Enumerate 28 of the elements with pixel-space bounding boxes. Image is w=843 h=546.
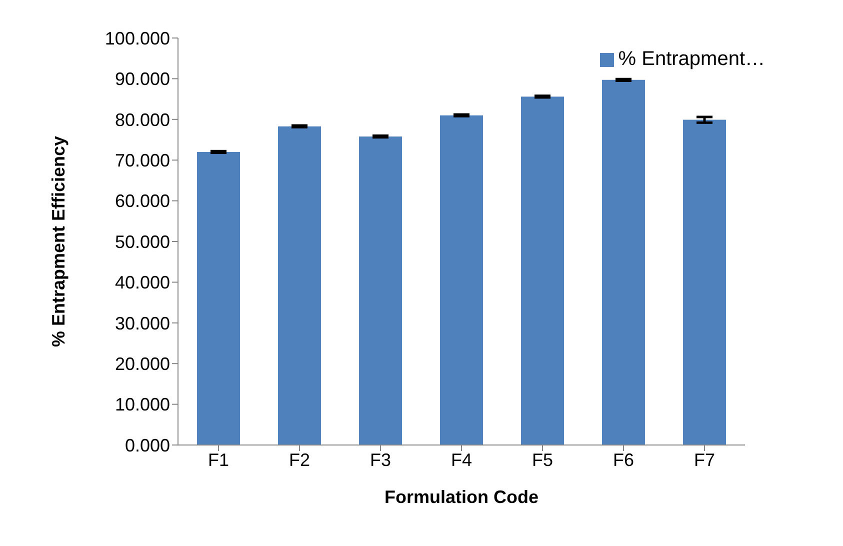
bar <box>683 120 726 445</box>
y-tick-label: 100.000 <box>104 28 170 48</box>
y-tick-label: 30.000 <box>114 313 170 334</box>
x-tick-label: F3 <box>370 450 392 470</box>
y-tick-label: 70.000 <box>114 150 170 170</box>
bar <box>278 126 321 445</box>
x-tick-label: F6 <box>612 450 634 470</box>
y-tick-label: 50.000 <box>114 232 170 252</box>
x-axis-title: Formulation Code <box>384 487 538 507</box>
y-tick-label: 40.000 <box>114 272 170 293</box>
y-tick-label: 20.000 <box>114 354 170 374</box>
bar <box>440 115 483 445</box>
x-tick-label: F5 <box>532 450 554 470</box>
y-tick-label: 10.000 <box>114 394 170 415</box>
y-axis-title: % Entrapment Efficiency <box>48 136 68 348</box>
x-tick-label: F2 <box>288 450 310 470</box>
bar <box>602 80 645 445</box>
y-tick-label: 0.000 <box>124 435 170 456</box>
y-tick-label: 80.000 <box>114 110 170 130</box>
y-tick-label: 60.000 <box>114 191 170 212</box>
y-tick-label: 90.000 <box>114 69 170 90</box>
bar <box>521 96 564 445</box>
bar <box>359 136 402 445</box>
x-tick-label: F1 <box>208 450 230 470</box>
x-tick-label: F7 <box>694 450 716 470</box>
x-tick-label: F4 <box>450 450 472 470</box>
bar <box>197 152 240 445</box>
legend-label: % Entrapment… <box>618 48 765 70</box>
